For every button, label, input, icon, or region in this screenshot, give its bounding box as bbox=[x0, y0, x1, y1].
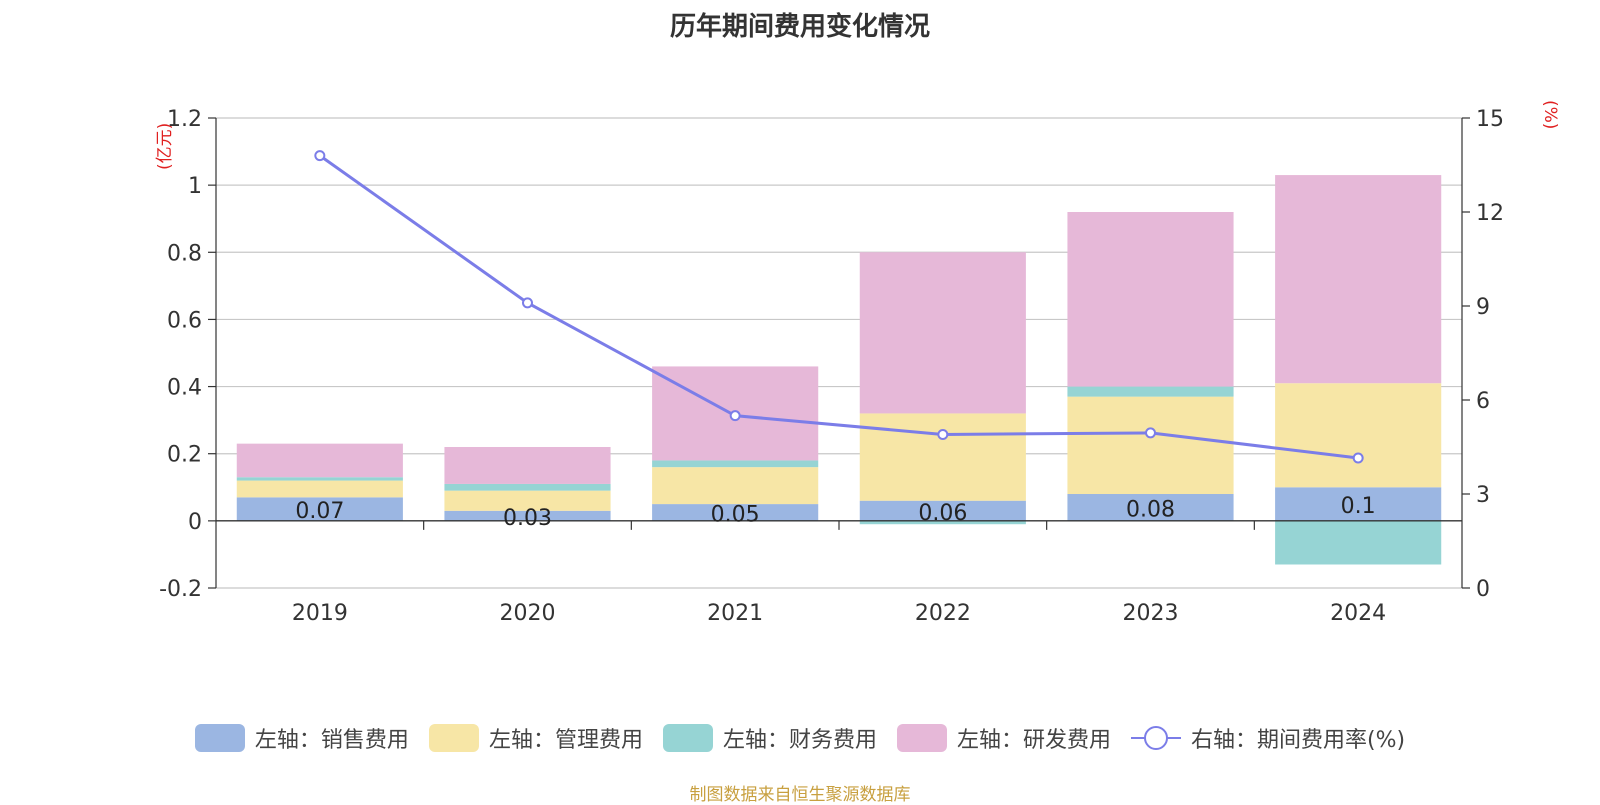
bar-admin-2024 bbox=[1275, 383, 1442, 488]
right-axis-tick-label: 3 bbox=[1476, 483, 1490, 508]
right-axis-tick-label: 0 bbox=[1476, 577, 1490, 602]
bar-admin-2021 bbox=[652, 467, 819, 505]
bar-finance-2021 bbox=[652, 460, 819, 468]
legend-item-admin[interactable]: 左轴：管理费用 bbox=[428, 722, 643, 754]
left-axis-tick-label: 0 bbox=[188, 510, 202, 535]
x-axis-tick-label: 2021 bbox=[707, 601, 763, 626]
left-axis-tick-label: 1.2 bbox=[167, 107, 202, 132]
legend-item-rd[interactable]: 左轴：研发费用 bbox=[896, 722, 1111, 754]
data-label-sales: 0.1 bbox=[1341, 494, 1376, 519]
bar-rd-2023 bbox=[1067, 212, 1234, 387]
line-series-ratio bbox=[318, 154, 1359, 460]
legend-swatch-sales bbox=[194, 724, 245, 752]
bar-finance-2019 bbox=[236, 477, 403, 481]
legend: 左轴：销售费用 左轴：管理费用 左轴：财务费用 左轴：研发费用 右轴：期间费用率… bbox=[0, 722, 1600, 754]
legend-label-sales: 左轴：销售费用 bbox=[254, 728, 409, 753]
chart-plot: -0.2 0 0.2 0.4 0.6 0.8 1 1.2 0 3 6 9 12 15 2019 2020 202… bbox=[159, 107, 1504, 626]
bar-finance-2023 bbox=[1067, 386, 1234, 397]
data-label-sales: 0.05 bbox=[711, 502, 760, 527]
legend-item-ratio[interactable]: 右轴：期间费用率(%) bbox=[1130, 722, 1406, 754]
data-label-sales: 0.03 bbox=[503, 506, 552, 531]
data-source-note: 制图数据来自恒生聚源数据库 bbox=[689, 785, 911, 805]
line-point-2021 bbox=[729, 410, 741, 422]
right-axis-tick-label: 12 bbox=[1476, 201, 1504, 226]
legend-swatch-rd bbox=[896, 724, 947, 752]
left-axis-tick-label: 0.4 bbox=[167, 376, 202, 401]
bar-sales-2021 bbox=[652, 504, 819, 521]
left-axis-tick-label: 1 bbox=[188, 174, 202, 199]
legend-item-finance[interactable]: 左轴：财务费用 bbox=[662, 722, 877, 754]
bar-sales-2019 bbox=[236, 497, 403, 521]
left-axis-tick-label: -0.2 bbox=[159, 577, 202, 602]
right-axis-tick-label: 9 bbox=[1476, 295, 1490, 320]
bar-sales-2023 bbox=[1067, 494, 1234, 521]
x-axis-tick-label: 2020 bbox=[500, 601, 556, 626]
legend-label-rd: 左轴：研发费用 bbox=[956, 728, 1111, 753]
legend-item-sales[interactable]: 左轴：销售费用 bbox=[194, 722, 409, 754]
right-axis-tick-label: 15 bbox=[1476, 107, 1504, 132]
bar-rd-2019 bbox=[236, 443, 403, 478]
bar-rd-2022 bbox=[859, 252, 1026, 414]
line-point-2022 bbox=[937, 428, 949, 440]
line-point-2023 bbox=[1145, 427, 1156, 439]
data-label-sales: 0.07 bbox=[295, 499, 344, 524]
legend-label-ratio: 右轴：期间费用率(%) bbox=[1190, 728, 1406, 753]
bar-admin-2023 bbox=[1067, 396, 1234, 494]
left-axis-tick-label: 0.6 bbox=[167, 308, 202, 333]
right-axis-tick-label: 6 bbox=[1476, 389, 1490, 414]
bar-finance-2024 bbox=[1275, 520, 1442, 565]
line-point-2019 bbox=[314, 150, 326, 162]
data-label-sales: 0.08 bbox=[1126, 497, 1175, 522]
bar-admin-2020 bbox=[444, 490, 611, 511]
bar-sales-2020 bbox=[444, 510, 611, 521]
bar-rd-2020 bbox=[444, 447, 611, 484]
legend-label-admin: 左轴：管理费用 bbox=[488, 728, 643, 753]
data-label-sales: 0.06 bbox=[918, 501, 967, 526]
x-axis-tick-label: 2023 bbox=[1123, 601, 1179, 626]
bar-sales-2022 bbox=[859, 500, 1026, 521]
x-axis-tick-label: 2024 bbox=[1330, 601, 1386, 626]
x-axis-tick-label: 2019 bbox=[292, 601, 348, 626]
left-axis-tick-label: 0.8 bbox=[167, 241, 202, 266]
bar-finance-2020 bbox=[444, 483, 611, 491]
x-axis-tick-label: 2022 bbox=[915, 601, 971, 626]
line-point-2024 bbox=[1352, 452, 1364, 464]
bar-admin-2019 bbox=[236, 480, 403, 498]
bar-sales-2024 bbox=[1275, 487, 1442, 521]
legend-swatch-finance bbox=[662, 724, 713, 752]
legend-label-finance: 左轴：财务费用 bbox=[722, 728, 877, 753]
line-point-2020 bbox=[522, 297, 533, 309]
bar-admin-2022 bbox=[859, 413, 1026, 501]
legend-swatch-ratio-icon bbox=[1130, 724, 1181, 752]
legend-swatch-admin bbox=[428, 724, 479, 752]
bar-rd-2024 bbox=[1275, 175, 1442, 384]
chart-title: 历年期间费用变化情况 bbox=[669, 12, 930, 42]
left-axis-tick-label: 0.2 bbox=[167, 443, 202, 468]
bar-finance-2022 bbox=[859, 520, 1026, 525]
